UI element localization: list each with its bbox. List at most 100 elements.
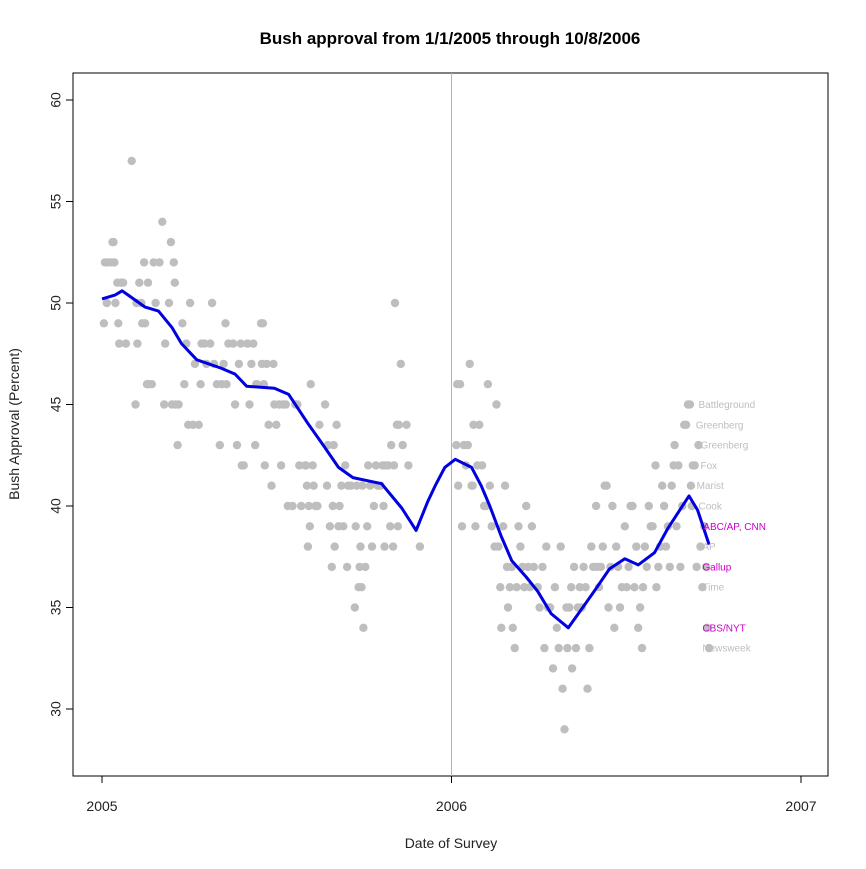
survey-point bbox=[703, 623, 712, 632]
survey-point bbox=[305, 522, 314, 531]
survey-point bbox=[206, 339, 215, 348]
survey-point bbox=[110, 258, 119, 267]
survey-point bbox=[396, 359, 405, 369]
survey-point bbox=[569, 562, 579, 572]
survey-point bbox=[251, 440, 260, 450]
survey-point bbox=[628, 501, 637, 511]
survey-point bbox=[143, 278, 153, 287]
survey-point bbox=[503, 603, 513, 612]
survey-point bbox=[681, 420, 691, 429]
survey-point bbox=[166, 237, 176, 247]
survey-point bbox=[258, 319, 268, 328]
trend-line bbox=[101, 289, 711, 630]
survey-point bbox=[369, 501, 379, 511]
survey-point bbox=[499, 522, 508, 531]
survey-point bbox=[454, 481, 463, 490]
survey-point bbox=[542, 542, 551, 551]
y-tick-label: 60 bbox=[48, 92, 64, 108]
survey-point bbox=[185, 298, 195, 308]
survey-point bbox=[390, 298, 400, 308]
survey-point bbox=[598, 542, 607, 551]
survey-point bbox=[190, 359, 200, 369]
survey-point bbox=[313, 501, 322, 511]
survey-point bbox=[221, 319, 230, 328]
survey-point bbox=[624, 562, 633, 572]
x-tick-label: 2006 bbox=[436, 798, 467, 814]
survey-point bbox=[548, 664, 558, 673]
survey-point bbox=[535, 603, 544, 612]
survey-point bbox=[610, 623, 619, 632]
survey-point bbox=[558, 684, 567, 693]
survey-point bbox=[304, 501, 313, 511]
survey-point bbox=[640, 542, 650, 551]
survey-point bbox=[232, 440, 242, 450]
survey-point bbox=[269, 359, 278, 369]
survey-point bbox=[160, 400, 169, 409]
survey-point bbox=[386, 522, 395, 531]
survey-point bbox=[367, 542, 377, 551]
survey-point bbox=[457, 522, 467, 531]
survey-point bbox=[505, 583, 515, 592]
survey-points bbox=[99, 156, 714, 734]
survey-point bbox=[147, 380, 156, 389]
y-tick-label: 55 bbox=[48, 194, 64, 210]
survey-point bbox=[500, 481, 510, 490]
survey-point bbox=[575, 583, 584, 592]
survey-point bbox=[315, 420, 324, 429]
survey-point bbox=[133, 339, 142, 348]
survey-point bbox=[161, 339, 170, 348]
survey-point bbox=[309, 481, 318, 490]
survey-point bbox=[508, 623, 517, 632]
y-axis-label: Bush Approval (Percent) bbox=[6, 348, 22, 500]
survey-point bbox=[702, 562, 711, 572]
survey-point bbox=[164, 298, 174, 308]
survey-point bbox=[329, 440, 338, 450]
survey-point bbox=[674, 461, 683, 470]
survey-point bbox=[288, 501, 297, 511]
survey-point bbox=[264, 420, 273, 429]
survey-point bbox=[359, 623, 368, 632]
survey-point bbox=[694, 440, 703, 450]
survey-point bbox=[99, 319, 109, 328]
survey-point bbox=[591, 501, 601, 511]
survey-point bbox=[114, 319, 123, 328]
survey-point bbox=[342, 562, 352, 572]
survey-point bbox=[335, 501, 344, 511]
survey-point bbox=[267, 481, 276, 490]
survey-point bbox=[583, 684, 592, 693]
pollster-label: ABC/AP, CNN bbox=[703, 522, 766, 533]
survey-point bbox=[322, 481, 332, 490]
survey-point bbox=[654, 562, 663, 572]
survey-point bbox=[608, 501, 617, 511]
survey-point bbox=[659, 501, 669, 511]
survey-point bbox=[276, 461, 286, 470]
survey-point bbox=[357, 583, 366, 592]
survey-point bbox=[158, 217, 167, 226]
survey-point bbox=[170, 278, 179, 287]
survey-point bbox=[351, 522, 360, 531]
x-axis: 2005 2006 2007 bbox=[86, 776, 817, 814]
survey-point bbox=[661, 542, 671, 551]
survey-point bbox=[131, 400, 140, 409]
survey-point bbox=[554, 643, 563, 653]
survey-point bbox=[102, 298, 112, 308]
survey-point bbox=[415, 542, 425, 551]
x-tick-label: 2007 bbox=[785, 798, 816, 814]
survey-point bbox=[550, 583, 560, 592]
survey-point bbox=[658, 481, 667, 490]
pollster-label: CBS/NYT bbox=[702, 623, 745, 634]
survey-point bbox=[492, 400, 501, 409]
survey-point bbox=[672, 522, 681, 531]
pollster-label: Time bbox=[702, 583, 724, 594]
survey-point bbox=[149, 258, 158, 267]
y-tick-label: 40 bbox=[48, 498, 64, 514]
survey-point bbox=[325, 522, 335, 531]
pollster-label: Marist bbox=[697, 481, 724, 492]
survey-point bbox=[393, 522, 403, 531]
survey-point bbox=[522, 501, 531, 511]
survey-point bbox=[173, 440, 182, 450]
survey-point bbox=[196, 380, 205, 389]
pollster-label: Cook bbox=[699, 502, 723, 513]
pollster-label: AP bbox=[702, 542, 716, 553]
survey-point bbox=[115, 339, 124, 348]
